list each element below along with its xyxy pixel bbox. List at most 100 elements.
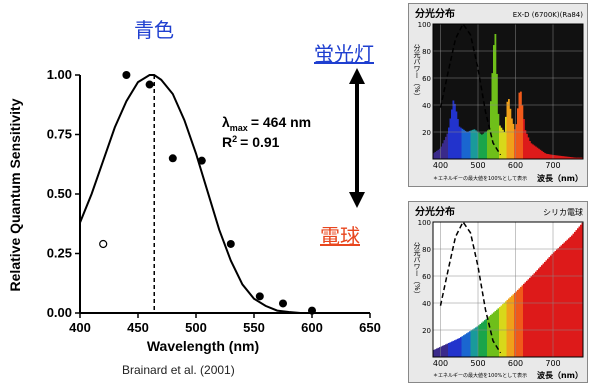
spectrum-band (566, 156, 569, 159)
spectrum-band (563, 156, 566, 159)
spectrum-band (472, 129, 474, 159)
y-tick-label: 0.00 (47, 305, 72, 320)
spectrum-band (463, 335, 465, 357)
spectrum-band (437, 347, 440, 357)
spectrum-band (445, 136, 447, 159)
spectrum-band (563, 242, 566, 357)
spectrum-band (512, 294, 515, 357)
y-tick-label: 20 (422, 129, 431, 137)
spectrum-subtitle: シリカ電球 (543, 207, 583, 217)
y-tick-label: 100 (418, 21, 431, 29)
spectrum-band (458, 126, 461, 159)
spectrum-band (487, 130, 489, 159)
spectrum-band (452, 100, 455, 159)
spectrum-band (562, 243, 564, 357)
spectrum-band (443, 345, 446, 357)
spectrum-band (539, 149, 542, 159)
spectrum-band (532, 274, 534, 357)
spectrum-band (494, 33, 497, 159)
spectrum-band (550, 154, 552, 159)
spectrum-band (442, 143, 444, 159)
spectrum-band (529, 277, 531, 357)
spectrum-band (460, 337, 462, 357)
spectrum-band (469, 130, 471, 159)
spectrum-band (533, 145, 536, 159)
spectrum-band (452, 340, 455, 357)
spectrum-band (439, 148, 441, 159)
spectrum-band (575, 157, 578, 159)
spectrum-band (505, 301, 507, 357)
fluorescent-lamp-label[interactable]: 蛍光灯 (314, 44, 374, 66)
spectrum-band (499, 125, 501, 159)
spectrum-band (494, 311, 497, 357)
spectrum-band (458, 338, 461, 357)
spectrum-band (505, 116, 507, 159)
blue-color-heading: 青色 (134, 20, 174, 42)
spectrum-band (457, 119, 459, 159)
spectrum-band (509, 108, 512, 159)
spectrum-band (446, 343, 449, 357)
spectrum-band (461, 128, 464, 159)
spectrum-band (479, 133, 482, 159)
x-tick-label: 700 (545, 161, 560, 170)
incandescent-bulb-label[interactable]: 電球 (320, 226, 360, 248)
spectrum-footnote: ＊エネルギーの最大値を100%として表示 (433, 372, 527, 379)
spectrum-footnote: ＊エネルギーの最大値を100%として表示 (433, 175, 527, 182)
spectrum-band (454, 340, 456, 357)
citation-caption: Brainard et al. (2001) (122, 363, 235, 377)
spectrum-band (554, 155, 557, 159)
spectrum-band (476, 131, 479, 159)
spectrum-band (527, 137, 530, 159)
spectrum-band (572, 233, 575, 357)
spectrum-band (473, 328, 476, 357)
spectrum-band (439, 347, 441, 357)
spectrum-band (500, 127, 503, 159)
x-tick-label: 400 (433, 359, 448, 368)
spectrum-band (551, 253, 554, 357)
spectrum-band (556, 155, 558, 159)
spectrum-band (478, 325, 480, 357)
x-tick-label: 400 (433, 161, 448, 170)
x-tick-label: 600 (301, 320, 323, 335)
x-axis-label: Wavelength (nm) (147, 338, 259, 354)
spectrum-band (491, 73, 494, 159)
spectrum-band (559, 155, 561, 159)
spectrum-xlabel: 波長（nm） (537, 370, 583, 380)
spectrum-band (472, 329, 474, 357)
x-tick-label: 500 (470, 161, 485, 170)
spectrum-band (578, 157, 581, 159)
spectrum-band (577, 157, 579, 159)
spectrum-band (497, 308, 500, 357)
spectrum-band (476, 326, 479, 357)
x-tick-label: 650 (359, 320, 381, 335)
spectrum-band (578, 226, 581, 357)
spectrum-band (545, 260, 548, 357)
spectrum-band (574, 157, 576, 159)
spectrum-band (506, 101, 509, 159)
spectrum-band (566, 239, 569, 357)
spectrum-band (533, 273, 536, 357)
spectrum-band (511, 295, 513, 357)
spectrum-band (461, 336, 464, 357)
spectrum-band (541, 150, 543, 159)
spectrum-band (514, 292, 516, 357)
spectrum-band (569, 236, 572, 357)
spectrum-band (479, 324, 482, 357)
spectrum-band (440, 346, 443, 357)
spectrum-band (451, 109, 453, 159)
spectrum-band (557, 155, 560, 159)
spectrum-band (457, 338, 459, 357)
spectrum-band (482, 133, 485, 159)
spectrum-band (455, 111, 458, 159)
spectrum-band (548, 257, 551, 357)
spectrum-band (565, 241, 567, 357)
spectrum-band (434, 349, 437, 357)
spectrum-band (467, 332, 470, 357)
spectrum-ylabel: 分光パワー（%） (413, 241, 421, 297)
spectrum-band (490, 101, 492, 159)
y-tick-label: 0.50 (47, 186, 72, 201)
spectrum-band (475, 327, 477, 357)
spectrum-band (523, 283, 525, 357)
spectrum-band (541, 265, 543, 357)
data-point (122, 71, 131, 79)
